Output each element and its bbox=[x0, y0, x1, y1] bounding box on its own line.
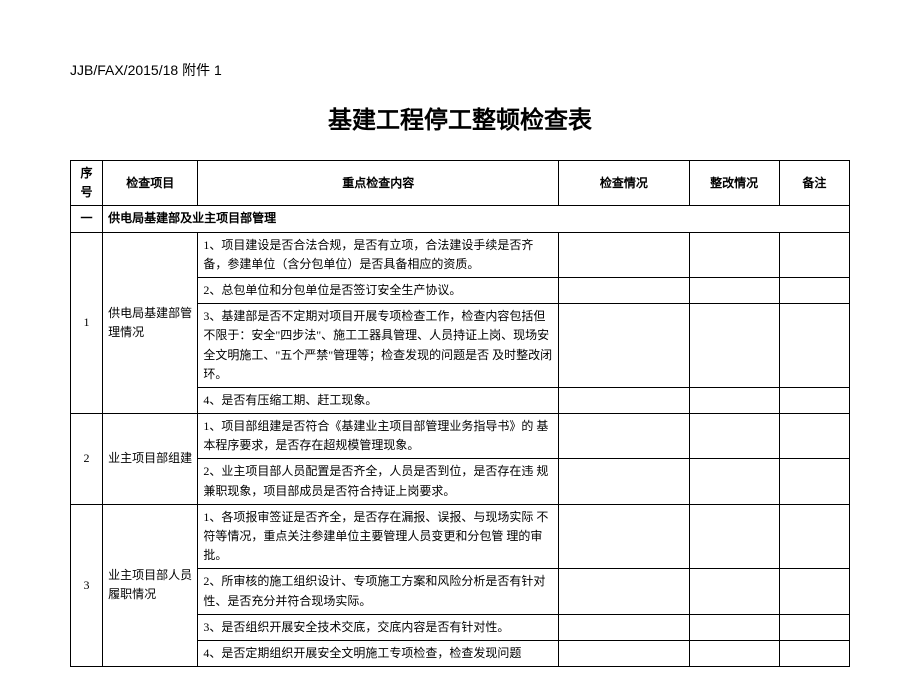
row-remark bbox=[779, 459, 849, 504]
table-row: 2 业主项目部组建 1、项目部组建是否符合《基建业主项目部管理业务指导书》的 基… bbox=[71, 414, 850, 459]
section-row: 一 供电局基建部及业主项目部管理 bbox=[71, 206, 850, 232]
row-num: 2 bbox=[71, 414, 103, 505]
row-rectify bbox=[689, 232, 779, 277]
row-item: 业主项目部组建 bbox=[103, 414, 198, 505]
row-remark bbox=[779, 504, 849, 569]
row-check bbox=[559, 232, 689, 277]
table-header-row: 序号 检查项目 重点检查内容 检查情况 整改情况 备注 bbox=[71, 161, 850, 206]
section-title: 供电局基建部及业主项目部管理 bbox=[103, 206, 850, 232]
row-remark bbox=[779, 640, 849, 666]
row-check bbox=[559, 277, 689, 303]
row-content: 2、总包单位和分包单位是否签订安全生产协议。 bbox=[198, 277, 559, 303]
row-remark bbox=[779, 304, 849, 388]
row-num: 1 bbox=[71, 232, 103, 414]
row-item: 供电局基建部管理情况 bbox=[103, 232, 198, 414]
row-content: 4、是否定期组织开展安全文明施工专项检查，检查发现问题 bbox=[198, 640, 559, 666]
row-rectify bbox=[689, 277, 779, 303]
row-remark bbox=[779, 414, 849, 459]
row-check bbox=[559, 414, 689, 459]
row-content: 1、项目部组建是否符合《基建业主项目部管理业务指导书》的 基本程序要求，是否存在… bbox=[198, 414, 559, 459]
row-remark bbox=[779, 277, 849, 303]
inspection-table: 序号 检查项目 重点检查内容 检查情况 整改情况 备注 一 供电局基建部及业主项… bbox=[70, 160, 850, 667]
row-remark bbox=[779, 614, 849, 640]
col-header-content: 重点检查内容 bbox=[198, 161, 559, 206]
row-remark bbox=[779, 387, 849, 413]
row-remark bbox=[779, 232, 849, 277]
row-rectify bbox=[689, 640, 779, 666]
table-row: 1 供电局基建部管理情况 1、项目建设是否合法合规，是否有立项，合法建设手续是否… bbox=[71, 232, 850, 277]
row-check bbox=[559, 614, 689, 640]
row-check bbox=[559, 640, 689, 666]
row-num: 3 bbox=[71, 504, 103, 666]
document-title: 基建工程停工整顿检查表 bbox=[70, 100, 850, 135]
row-content: 1、各项报审签证是否齐全，是否存在漏报、误报、与现场实际 不符等情况，重点关注参… bbox=[198, 504, 559, 569]
row-content: 2、业主项目部人员配置是否齐全，人员是否到位，是否存在违 规兼职现象，项目部成员… bbox=[198, 459, 559, 504]
row-rectify bbox=[689, 414, 779, 459]
col-header-item: 检查项目 bbox=[103, 161, 198, 206]
col-header-check: 检查情况 bbox=[559, 161, 689, 206]
row-rectify bbox=[689, 504, 779, 569]
row-check bbox=[559, 304, 689, 388]
row-check bbox=[559, 459, 689, 504]
row-check bbox=[559, 569, 689, 614]
section-num: 一 bbox=[71, 206, 103, 232]
row-rectify bbox=[689, 387, 779, 413]
col-header-remark: 备注 bbox=[779, 161, 849, 206]
row-check bbox=[559, 504, 689, 569]
row-check bbox=[559, 387, 689, 413]
row-content: 3、基建部是否不定期对项目开展专项检查工作，检查内容包括但不限于：安全"四步法"… bbox=[198, 304, 559, 388]
document-header: JJB/FAX/2015/18 附件 1 bbox=[70, 60, 850, 80]
row-content: 4、是否有压缩工期、赶工现象。 bbox=[198, 387, 559, 413]
row-content: 1、项目建设是否合法合规，是否有立项，合法建设手续是否齐备，参建单位（含分包单位… bbox=[198, 232, 559, 277]
row-content: 2、所审核的施工组织设计、专项施工方案和风险分析是否有针对性、是否充分并符合现场… bbox=[198, 569, 559, 614]
row-rectify bbox=[689, 569, 779, 614]
row-content: 3、是否组织开展安全技术交底，交底内容是否有针对性。 bbox=[198, 614, 559, 640]
row-item: 业主项目部人员履职情况 bbox=[103, 504, 198, 666]
table-row: 3 业主项目部人员履职情况 1、各项报审签证是否齐全，是否存在漏报、误报、与现场… bbox=[71, 504, 850, 569]
row-remark bbox=[779, 569, 849, 614]
row-rectify bbox=[689, 304, 779, 388]
row-rectify bbox=[689, 614, 779, 640]
row-rectify bbox=[689, 459, 779, 504]
col-header-num: 序号 bbox=[71, 161, 103, 206]
col-header-rectify: 整改情况 bbox=[689, 161, 779, 206]
